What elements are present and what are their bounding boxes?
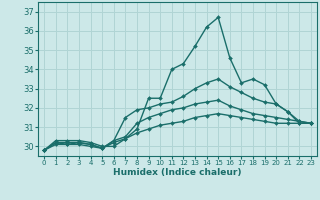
X-axis label: Humidex (Indice chaleur): Humidex (Indice chaleur) xyxy=(113,168,242,177)
